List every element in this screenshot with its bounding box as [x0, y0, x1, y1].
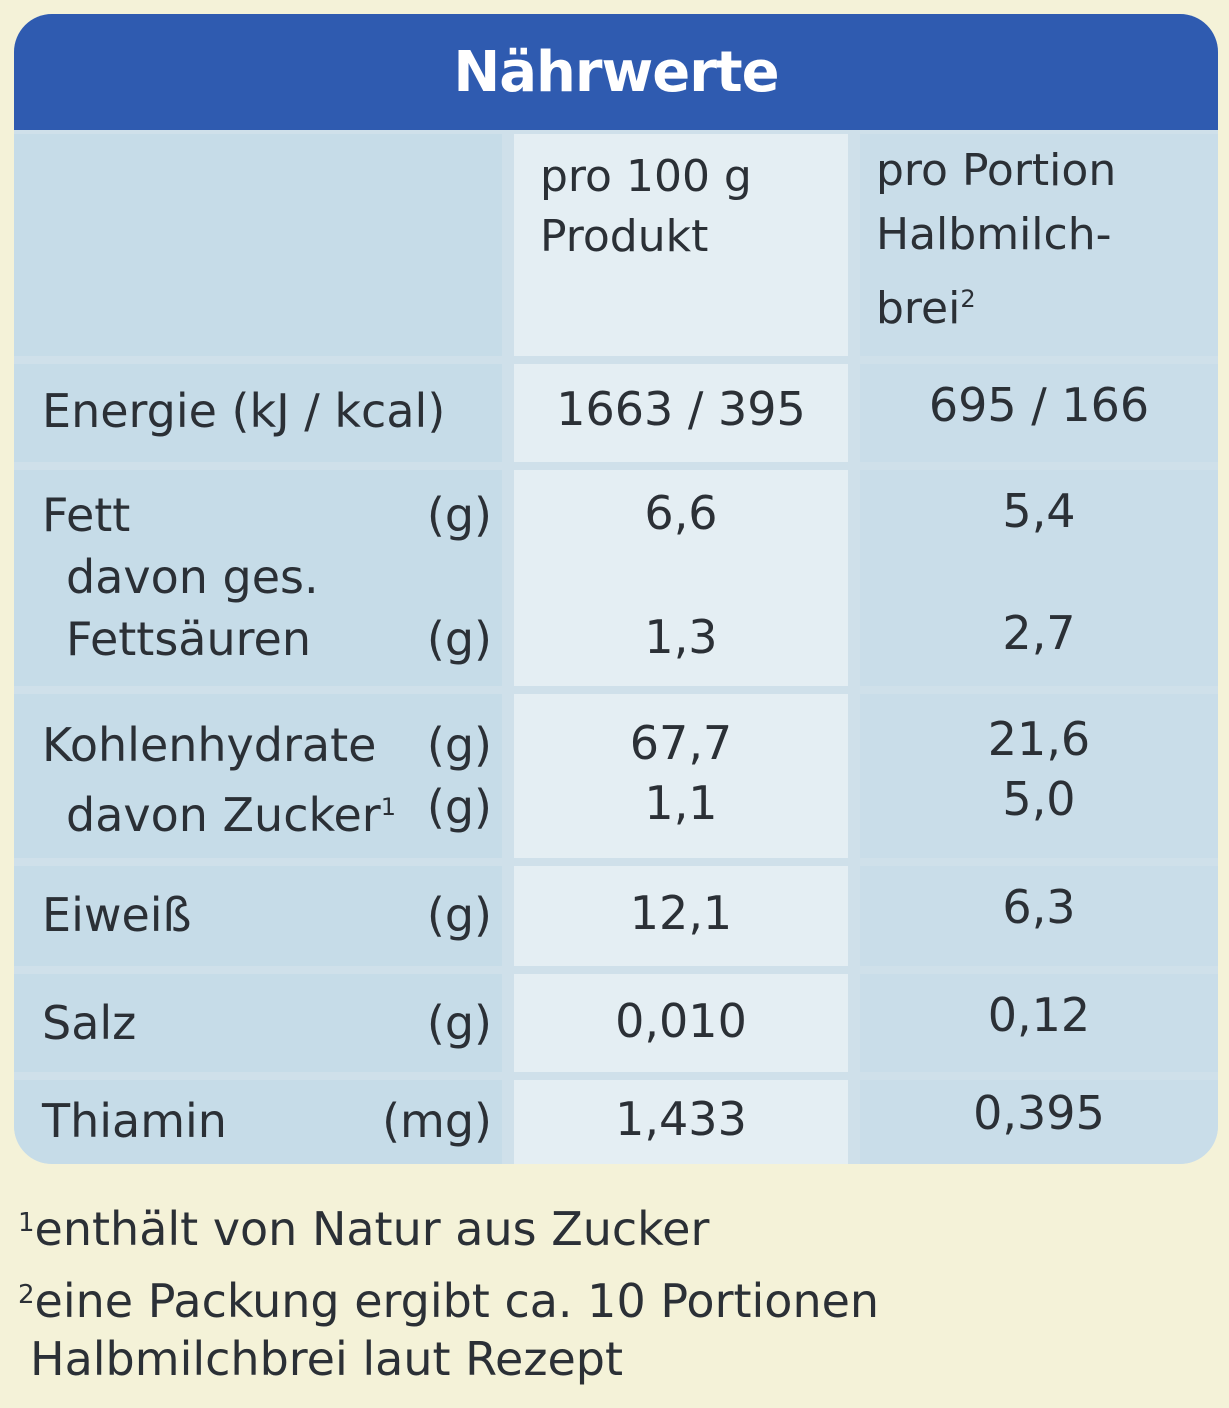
kohlenhydrate-per-100g: 67,7 — [629, 716, 733, 770]
salz-unit: (g) — [426, 996, 492, 1050]
energie-v1-cell: 1663 / 395 — [514, 364, 848, 462]
thiamin-per-100g: 1,433 — [615, 1092, 747, 1146]
table-row-thiamin: Thiamin (mg) 1,433 0,395 — [14, 1080, 1218, 1164]
fett-v1-cell: 6,6 1,3 — [514, 470, 848, 686]
footnote-2-continued: Halbmilchbrei laut Rezept — [30, 1332, 624, 1386]
fett-per-100g: 6,6 — [644, 486, 718, 540]
table-row-fett: Fett (g) davon ges. Fettsäuren (g) 6,6 1… — [14, 470, 1218, 686]
zucker-label: davon Zucker1 — [66, 776, 396, 846]
kh-label-cell: Kohlenhydrate (g) davon Zucker1 (g) — [14, 694, 502, 858]
header-per-portion-line3-text: brei — [876, 283, 961, 334]
fett-ges-per-portion: 2,7 — [1002, 606, 1076, 660]
thiamin-v2-cell: 0,395 — [860, 1080, 1218, 1164]
fett-ges-label-2: Fettsäuren — [66, 612, 311, 666]
header-per-portion-line2: Halbmilch- — [876, 209, 1112, 260]
energie-label: Energie (kJ / kcal) — [42, 384, 446, 438]
kohlenhydrate-label: Kohlenhydrate — [42, 718, 377, 772]
footnote-2-text: eine Packung ergibt ca. 10 Portionen — [34, 1274, 880, 1328]
header-cell-per-100g: pro 100 g Produkt — [514, 134, 848, 356]
zucker-per-100g: 1,1 — [644, 776, 718, 830]
eiweiss-per-100g: 12,1 — [629, 886, 733, 940]
fett-unit: (g) — [426, 488, 492, 542]
energie-label-cell: Energie (kJ / kcal) — [14, 364, 502, 462]
kohlenhydrate-per-portion: 21,6 — [987, 712, 1091, 766]
footnote-mark-1: 1 — [380, 793, 396, 821]
eiweiss-label: Eiweiß — [42, 888, 192, 942]
kh-v1-cell: 67,7 1,1 — [514, 694, 848, 858]
eiweiss-unit: (g) — [426, 888, 492, 942]
zucker-per-portion: 5,0 — [1002, 772, 1076, 826]
header-per-portion-line3: brei2 — [876, 268, 976, 340]
thiamin-label-cell: Thiamin (mg) — [14, 1080, 502, 1164]
thiamin-label: Thiamin — [42, 1094, 227, 1148]
energie-per-portion: 695 / 166 — [928, 378, 1150, 432]
footnote-1: 1enthält von Natur aus Zucker — [18, 1190, 709, 1262]
energie-per-100g: 1663 / 395 — [556, 382, 806, 436]
salz-per-100g: 0,010 — [615, 994, 747, 1048]
fett-v2-cell: 5,4 2,7 — [860, 470, 1218, 686]
salz-label-cell: Salz (g) — [14, 974, 502, 1072]
footnote-2-mark: 2 — [18, 1280, 35, 1310]
table-row-eiweiss: Eiweiß (g) 12,1 6,3 — [14, 866, 1218, 966]
header-per-portion-line1: pro Portion — [876, 145, 1117, 196]
header-row: pro 100 g Produkt pro Portion Halbmilch-… — [14, 134, 1218, 356]
fett-label: Fett — [42, 488, 131, 542]
fett-label-cell: Fett (g) davon ges. Fettsäuren (g) — [14, 470, 502, 686]
thiamin-unit: (mg) — [382, 1094, 492, 1148]
eiweiss-v2-cell: 6,3 — [860, 866, 1218, 966]
header-per-100g-line2: Produkt — [540, 211, 709, 262]
salz-v2-cell: 0,12 — [860, 974, 1218, 1072]
thiamin-per-portion: 0,395 — [973, 1086, 1105, 1140]
table-row-kohlenhydrate: Kohlenhydrate (g) davon Zucker1 (g) 67,7… — [14, 694, 1218, 858]
fett-ges-per-100g: 1,3 — [644, 610, 718, 664]
salz-per-portion: 0,12 — [987, 988, 1091, 1042]
kohlenhydrate-unit: (g) — [426, 718, 492, 772]
thiamin-v1-cell: 1,433 — [514, 1080, 848, 1164]
header-empty-cell — [14, 134, 502, 356]
table-title: Nährwerte — [453, 39, 779, 105]
footnote-mark-2: 2 — [960, 285, 976, 313]
fett-ges-unit: (g) — [426, 612, 492, 666]
footnote-1-mark: 1 — [18, 1208, 35, 1238]
nutrition-table: Nährwerte pro 100 g Produkt pro Portion … — [14, 14, 1218, 1164]
eiweiss-per-portion: 6,3 — [1002, 880, 1076, 934]
fett-ges-label-1: davon ges. — [66, 550, 319, 604]
table-row-energie: Energie (kJ / kcal) 1663 / 395 695 / 166 — [14, 364, 1218, 462]
zucker-unit: (g) — [426, 780, 492, 834]
table-row-salz: Salz (g) 0,010 0,12 — [14, 974, 1218, 1072]
footnote-1-text: enthält von Natur aus Zucker — [34, 1202, 710, 1256]
header-per-100g-line1: pro 100 g — [540, 151, 752, 202]
salz-v1-cell: 0,010 — [514, 974, 848, 1072]
footnote-2: 2eine Packung ergibt ca. 10 Portionen — [18, 1262, 879, 1334]
eiweiss-v1-cell: 12,1 — [514, 866, 848, 966]
energie-v2-cell: 695 / 166 — [860, 364, 1218, 462]
kh-v2-cell: 21,6 5,0 — [860, 694, 1218, 858]
fett-per-portion: 5,4 — [1002, 484, 1076, 538]
zucker-label-text: davon Zucker — [66, 788, 381, 842]
salz-label: Salz — [42, 996, 137, 1050]
table-title-bar: Nährwerte — [14, 14, 1218, 130]
eiweiss-label-cell: Eiweiß (g) — [14, 866, 502, 966]
header-cell-per-portion: pro Portion Halbmilch- brei2 — [860, 134, 1218, 356]
